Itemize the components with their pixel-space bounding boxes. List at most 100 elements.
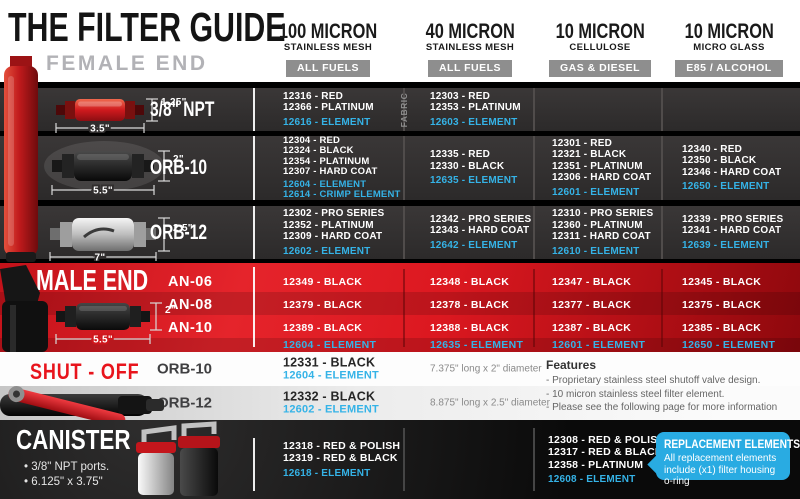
column-material: STAINLESS MESH (425, 42, 515, 53)
part-cell: 12331 - BLACK 12604 - ELEMENT (283, 356, 379, 383)
divider (533, 88, 535, 131)
red-filter-photo (4, 56, 38, 262)
part-cell-empty (682, 88, 800, 131)
column-material: STAINLESS MESH (283, 42, 373, 53)
row-label: ORB-10 (157, 360, 213, 378)
divider (403, 206, 405, 259)
fuel-badge: ALL FUELS (427, 60, 513, 77)
female-row-orb12: 2.5" 7" ORB-12 12302 - PRO SERIES 12352 … (0, 206, 800, 263)
dim-diameter: 2.5" (173, 223, 193, 234)
dim-diameter: 1.25" (161, 97, 187, 108)
divider (403, 269, 405, 347)
canister-title-text: CANISTER (16, 424, 131, 455)
canister-section: CANISTER 3/8" NPT ports. 6.125" x 3.75" … (0, 420, 800, 499)
divider (253, 88, 255, 131)
element-number: 12650 - ELEMENT (682, 339, 776, 351)
column-micron-text: 10 MICRON (684, 20, 774, 43)
shut-off-title: SHUT - OFF (30, 359, 163, 385)
divider (533, 136, 535, 200)
shutoff-row-orb12: ORB-12 12332 - BLACK 12602 - ELEMENT 8.8… (0, 386, 800, 420)
canister-title: CANISTER (16, 426, 159, 454)
divider (533, 428, 535, 491)
part-number: 12348 - BLACK (430, 275, 510, 288)
row-label: AN-08 (168, 296, 213, 313)
spec-item: 6.125" x 3.75" (24, 475, 109, 490)
dim-diameter: 2" (165, 305, 176, 316)
element-numbers: 12602 - ELEMENT (283, 245, 371, 257)
column-micron-text: 40 MICRON (425, 20, 515, 43)
part-numbers: 12318 - RED & POLISH 12319 - RED & BLACK (283, 439, 401, 465)
row-label: ORB-10 (150, 156, 227, 180)
fabric-note: FABRIC (399, 92, 409, 127)
part-number: 12385 - BLACK (682, 321, 762, 334)
element-numbers: 12604 - ELEMENT 12614 - CRIMP ELEMENT (283, 178, 401, 200)
page-title: THE FILTER GUIDE (8, 4, 383, 50)
part-numbers: 12310 - PRO SERIES 12360 - PLATINUM 1231… (552, 208, 654, 242)
divider (253, 206, 255, 259)
element-numbers: 12610 - ELEMENT (552, 245, 640, 257)
dim-length: 3.5" (90, 124, 110, 134)
part-cell: 12303 - RED 12353 - PLATINUM 12603 - ELE… (430, 88, 548, 131)
part-numbers: 12342 - PRO SERIES 12343 - HARD COAT (430, 213, 532, 237)
fuel-badge: GAS & DIESEL (548, 60, 652, 77)
replacement-elements-callout: REPLACEMENT ELEMENTS All replacement ele… (656, 432, 800, 487)
row-label: AN-06 (168, 273, 213, 290)
part-number: 12331 - BLACK (283, 355, 376, 370)
callout-title: REPLACEMENT ELEMENTS (656, 432, 800, 451)
part-numbers: 12304 - RED 12324 - BLACK 12354 - PLATIN… (283, 134, 378, 177)
divider (253, 267, 255, 347)
part-numbers: 12302 - PRO SERIES 12352 - PLATINUM 1230… (283, 208, 385, 242)
element-numbers: 12608 - ELEMENT (548, 474, 636, 485)
divider (403, 428, 405, 491)
divider (661, 88, 663, 131)
column-header-10-micron-glass: 10 MICRON MICRO GLASS E85 / ALCOHOL (662, 20, 796, 77)
part-cell: 12342 - PRO SERIES 12343 - HARD COAT 126… (430, 206, 548, 259)
fuel-badge: ALL FUELS (285, 60, 371, 77)
row-label-text: 3/8" NPT (150, 97, 215, 121)
element-number: 12601 - ELEMENT (552, 339, 646, 351)
part-cell: 12308 - RED & POLISH 12317 - RED & BLACK… (548, 420, 678, 499)
element-numbers: 12618 - ELEMENT (283, 467, 371, 479)
divider (253, 438, 255, 491)
row-label: ORB-12 (150, 221, 227, 245)
part-number: 12345 - BLACK (682, 275, 762, 288)
part-number: 12388 - BLACK (430, 321, 510, 334)
part-numbers: 12303 - RED 12353 - PLATINUM (430, 90, 521, 114)
element-numbers: 12642 - ELEMENT (430, 239, 518, 251)
orb12-filter-image: 2.5" 7" (49, 217, 193, 262)
element-number: 12604 - ELEMENT (283, 339, 377, 351)
canister-specs: 3/8" NPT ports. 6.125" x 3.75" (24, 460, 109, 490)
shut-off-title-text: SHUT - OFF (30, 359, 140, 384)
element-numbers: 12639 - ELEMENT (682, 239, 770, 251)
male-end-title: MALE END (36, 265, 187, 297)
element-numbers: 12603 - ELEMENT (430, 116, 518, 128)
element-numbers: 12616 - ELEMENT (283, 116, 371, 128)
page-title-text: THE FILTER GUIDE (8, 4, 286, 50)
features-title: Features (546, 358, 597, 372)
male-end-title-text: MALE END (36, 265, 149, 297)
stripe (0, 338, 800, 352)
part-number: 12332 - BLACK (283, 389, 376, 404)
dim-length: 7" (95, 253, 106, 262)
male-row-elements: 12604 - ELEMENT 12635 - ELEMENT 12601 - … (0, 338, 800, 352)
row-label-text: ORB-10 (150, 156, 208, 179)
part-cell: 12304 - RED 12324 - BLACK 12354 - PLATIN… (283, 134, 401, 200)
features-block: Features - Proprietary stainless steel s… (546, 358, 777, 415)
part-number: 12378 - BLACK (430, 298, 510, 311)
divider (403, 88, 405, 131)
divider (661, 206, 663, 259)
part-number: 12375 - BLACK (682, 298, 762, 311)
shut-off-section: SHUT - OFF ORB-10 12331 - BLACK 12604 - … (0, 352, 800, 420)
male-row-an10: AN-10 12389 - BLACK 12388 - BLACK 12387 … (0, 316, 800, 339)
dim-diameter: 2" (173, 154, 184, 165)
divider (661, 269, 663, 347)
female-row-npt: 1.25" 3.5" 3/8" NPT 12316 - RED 12366 - … (0, 88, 800, 136)
part-cell: 12332 - BLACK 12602 - ELEMENT (283, 390, 379, 417)
column-header-100-micron: 100 MICRON STAINLESS MESH ALL FUELS (261, 21, 395, 77)
part-cell: 12316 - RED 12366 - PLATINUM 12616 - ELE… (283, 88, 401, 131)
row-label: AN-10 (168, 319, 213, 336)
female-end-subtitle: FEMALE END (46, 52, 208, 75)
part-numbers: 12339 - PRO SERIES 12341 - HARD COAT (682, 213, 784, 237)
npt-filter-image: 1.25" 3.5" (55, 97, 187, 134)
element-numbers: 12650 - ELEMENT (682, 181, 770, 192)
